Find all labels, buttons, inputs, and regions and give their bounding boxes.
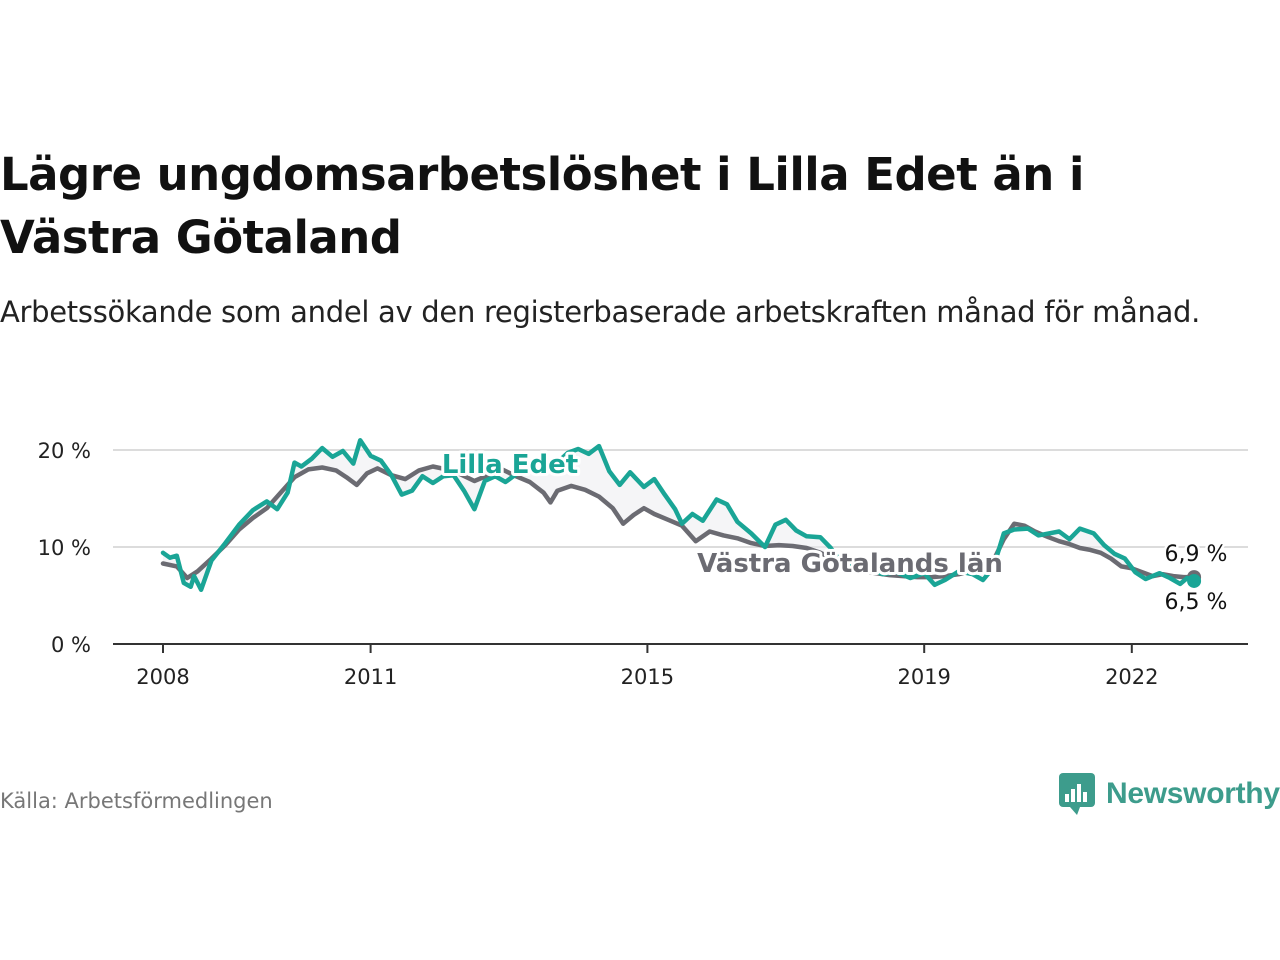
chart-subtitle: Arbetssökande som andel av den registerb… xyxy=(0,295,1201,329)
end-value-label-lilla-edet: 6,5 % xyxy=(1165,590,1228,615)
series-labels: Lilla Edet Västra Götalands län 6,9 % 6,5 % xyxy=(439,447,1230,618)
source-note: Källa: Arbetsförmedlingen xyxy=(0,789,273,813)
series-lines xyxy=(160,438,1202,592)
series-label-lilla-edet: Lilla Edet xyxy=(442,450,578,480)
end-value-label-vastra-gotaland: 6,9 % xyxy=(1165,542,1228,567)
series-line-vastra-gotaland xyxy=(160,464,1197,581)
y-tick-label: 10 % xyxy=(38,536,91,560)
newsworthy-logo-icon xyxy=(1059,773,1095,815)
x-axis-ticks: 2008 2011 2015 2019 2022 xyxy=(136,644,1159,689)
line-chart: 0 % 10 % 20 % 2008 2011 2015 2019 2022 Lilla E… xyxy=(38,438,1248,689)
chart-title: Lägre ungdomsarbetslöshet i Lilla Edet ä… xyxy=(0,148,1084,264)
y-tick-label: 20 % xyxy=(38,439,91,463)
x-tick-label: 2015 xyxy=(621,665,674,689)
brand-logo: Newsworthy xyxy=(1058,772,1280,816)
y-axis-ticks: 0 % 10 % 20 % xyxy=(38,439,91,657)
x-tick-label: 2022 xyxy=(1105,665,1158,689)
x-tick-label: 2008 xyxy=(136,665,189,689)
y-tick-label: 0 % xyxy=(51,633,91,657)
series-line-lilla-edet xyxy=(160,438,1197,592)
gridlines xyxy=(113,449,1248,548)
x-tick-label: 2011 xyxy=(344,665,397,689)
brand-name: Newsworthy xyxy=(1106,777,1280,810)
x-tick-label: 2019 xyxy=(897,665,950,689)
series-end-dot xyxy=(1187,573,1202,588)
series-label-vastra-gotaland: Västra Götalands län xyxy=(697,549,1003,579)
